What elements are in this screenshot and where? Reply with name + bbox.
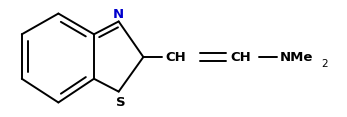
Text: CH: CH — [231, 51, 252, 64]
Text: CH: CH — [166, 51, 186, 64]
Text: NMe: NMe — [280, 51, 313, 64]
Text: N: N — [113, 8, 124, 21]
Text: 2: 2 — [321, 59, 328, 69]
Text: S: S — [116, 96, 126, 109]
